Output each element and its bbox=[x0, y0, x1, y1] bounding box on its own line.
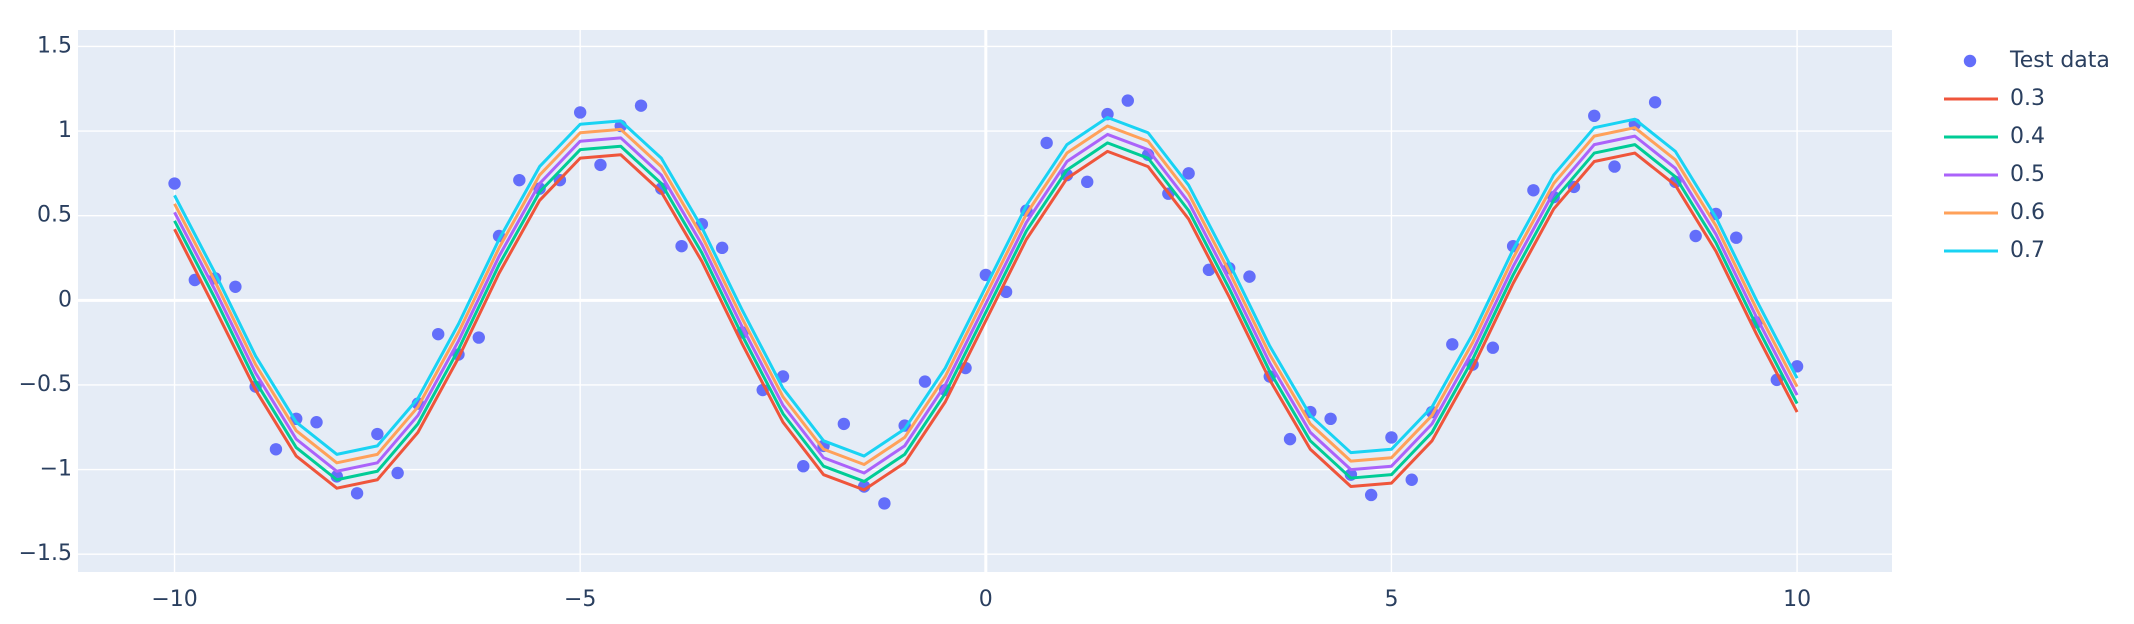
y-tick-label: −0.5 bbox=[19, 372, 72, 397]
data-point bbox=[472, 331, 485, 344]
data-point bbox=[1040, 136, 1053, 150]
data-point bbox=[797, 460, 810, 473]
data-point bbox=[269, 443, 283, 456]
data-point bbox=[675, 239, 688, 253]
y-tick-label: 1.5 bbox=[37, 33, 72, 58]
data-point bbox=[918, 375, 932, 388]
x-tick-label: 5 bbox=[1384, 587, 1398, 612]
data-point bbox=[1121, 94, 1134, 107]
data-point bbox=[168, 177, 181, 190]
data-point bbox=[310, 415, 323, 429]
data-point bbox=[1405, 473, 1418, 486]
x-tick-label: −10 bbox=[151, 587, 197, 612]
data-point bbox=[1385, 431, 1398, 444]
data-point bbox=[1608, 160, 1621, 173]
line-series bbox=[173, 149, 1799, 492]
data-point bbox=[391, 466, 404, 480]
marks bbox=[168, 94, 1804, 510]
legend-label[interactable]: 0.4 bbox=[2010, 124, 2045, 149]
data-point bbox=[837, 417, 851, 431]
x-tick-label: 0 bbox=[979, 587, 993, 612]
data-point bbox=[878, 497, 891, 510]
y-tick-label: −1 bbox=[40, 457, 72, 482]
data-point bbox=[1446, 338, 1459, 351]
legend-label[interactable]: Test data bbox=[2009, 48, 2110, 73]
legend-symbol bbox=[1963, 54, 1977, 68]
x-tick-label: −5 bbox=[564, 587, 596, 612]
data-point bbox=[1081, 175, 1094, 189]
line-series bbox=[173, 141, 1799, 483]
data-point bbox=[1364, 488, 1378, 502]
line-series bbox=[173, 124, 1799, 467]
data-point bbox=[350, 487, 364, 500]
data-point bbox=[1689, 229, 1702, 243]
data-point bbox=[1324, 412, 1337, 426]
data-point bbox=[1486, 341, 1500, 354]
x-tick-label: 10 bbox=[1783, 587, 1811, 612]
legend-label[interactable]: 0.7 bbox=[2010, 238, 2045, 263]
data-point bbox=[715, 241, 729, 255]
y-tick-label: 0 bbox=[58, 287, 72, 312]
data-point bbox=[432, 327, 445, 341]
legend-label[interactable]: 0.6 bbox=[2010, 200, 2045, 225]
data-point bbox=[229, 280, 242, 293]
line-series bbox=[173, 116, 1799, 458]
legend: Test data 0.3 0.4 0.5 0.6 0.7 bbox=[1944, 48, 2110, 263]
data-point bbox=[1730, 231, 1743, 244]
data-point bbox=[1243, 270, 1256, 283]
data-point bbox=[371, 427, 384, 441]
data-point bbox=[513, 173, 526, 187]
data-point bbox=[594, 158, 607, 172]
data-point bbox=[1588, 109, 1601, 123]
data-point bbox=[1648, 96, 1662, 109]
line-series bbox=[173, 132, 1799, 475]
data-point bbox=[1669, 175, 1682, 189]
y-tick-label: 1 bbox=[58, 118, 72, 143]
legend-label[interactable]: 0.5 bbox=[2010, 162, 2045, 187]
data-point bbox=[634, 99, 648, 112]
data-point bbox=[1283, 432, 1297, 446]
legend-label[interactable]: 0.3 bbox=[2010, 86, 2045, 111]
y-tick-label: −1.5 bbox=[19, 541, 72, 566]
data-point bbox=[573, 106, 587, 119]
y-tick-label: 0.5 bbox=[37, 203, 72, 228]
data-point bbox=[1527, 184, 1540, 197]
data-point bbox=[1182, 167, 1195, 180]
